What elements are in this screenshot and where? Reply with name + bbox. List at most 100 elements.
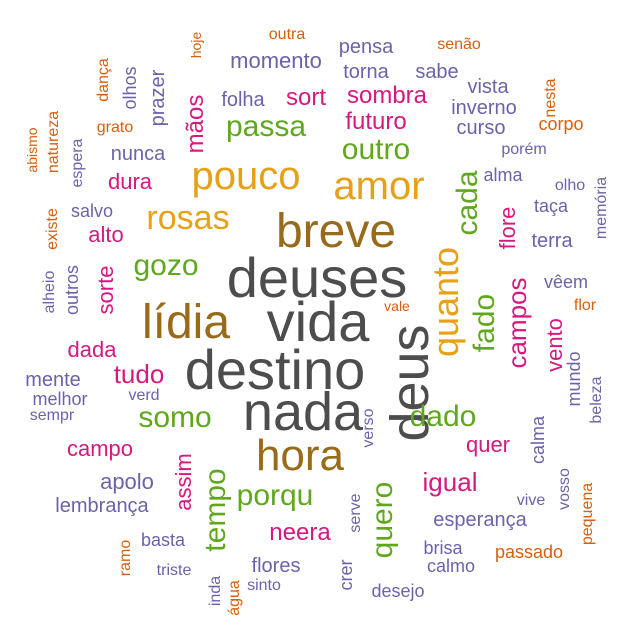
word: pensa bbox=[338, 36, 394, 58]
word: desejo bbox=[371, 581, 425, 601]
word: melhor bbox=[32, 389, 88, 409]
word: hoje bbox=[188, 31, 204, 59]
word: flores bbox=[251, 555, 301, 577]
word: dança bbox=[95, 58, 112, 102]
word: quanto bbox=[425, 246, 466, 358]
word: flor bbox=[573, 297, 597, 314]
word: vento bbox=[542, 318, 567, 372]
word: destino bbox=[184, 338, 366, 401]
word: outros bbox=[62, 264, 82, 316]
word: sempr bbox=[29, 407, 75, 424]
word: assim bbox=[171, 453, 196, 511]
word: vida bbox=[266, 290, 370, 353]
word: campo bbox=[66, 436, 134, 461]
word: inda bbox=[207, 575, 224, 607]
word: inverno bbox=[451, 97, 517, 119]
word: momento bbox=[230, 48, 322, 73]
word: quero bbox=[366, 481, 399, 559]
word: verd bbox=[128, 387, 160, 404]
word: campos bbox=[502, 277, 532, 369]
word: prazer bbox=[147, 69, 169, 127]
word: torna bbox=[343, 61, 389, 83]
word: dura bbox=[107, 169, 153, 194]
word: pouco bbox=[191, 154, 301, 198]
word: rosas bbox=[146, 199, 230, 237]
word: vista bbox=[467, 76, 509, 98]
word: flore bbox=[495, 206, 520, 250]
word: vive bbox=[516, 492, 546, 509]
word: outro bbox=[341, 133, 411, 166]
word: olho bbox=[554, 177, 586, 194]
word: cada bbox=[451, 170, 484, 236]
word: abismo bbox=[24, 127, 40, 173]
word: passa bbox=[225, 110, 307, 143]
word: sabe bbox=[415, 61, 459, 83]
word: igual bbox=[422, 467, 478, 497]
word: corpo bbox=[538, 114, 584, 134]
word: deuses bbox=[226, 246, 408, 309]
word: água bbox=[226, 580, 243, 616]
word: somo bbox=[138, 401, 212, 434]
word: verso bbox=[360, 408, 377, 448]
word: basta bbox=[140, 530, 186, 550]
word: ramo bbox=[117, 539, 134, 577]
word: lídia bbox=[141, 296, 231, 349]
word: brisa bbox=[423, 538, 463, 558]
word: crer bbox=[336, 559, 356, 591]
word: lembrança bbox=[55, 495, 149, 517]
word: grato bbox=[96, 119, 134, 136]
word: alheio bbox=[41, 270, 58, 314]
word: mundo bbox=[564, 351, 584, 407]
word: tudo bbox=[113, 359, 165, 389]
word: sorte bbox=[93, 265, 118, 315]
word: memória bbox=[593, 176, 610, 240]
word: outra bbox=[268, 26, 306, 43]
word: neera bbox=[269, 519, 331, 546]
word: dado bbox=[409, 400, 477, 433]
word: nada bbox=[242, 382, 364, 442]
word: calma bbox=[528, 415, 548, 465]
word: sort bbox=[285, 84, 327, 111]
word: dada bbox=[67, 337, 117, 362]
word: breve bbox=[275, 205, 397, 258]
word: alto bbox=[88, 222, 124, 247]
word: quer bbox=[465, 432, 511, 457]
word: sinto bbox=[247, 577, 281, 594]
word: curso bbox=[456, 117, 506, 139]
word: sombra bbox=[346, 82, 428, 109]
word: espera bbox=[69, 138, 86, 188]
word: salvo bbox=[70, 201, 114, 221]
word: hora bbox=[255, 431, 345, 480]
word: beleza bbox=[588, 376, 605, 424]
word: esperança bbox=[433, 509, 527, 531]
word: natureza bbox=[45, 110, 62, 174]
word: vosso bbox=[556, 468, 573, 510]
word: folha bbox=[221, 89, 265, 111]
word: nesta bbox=[542, 78, 559, 118]
word: gozo bbox=[133, 249, 199, 282]
word: amor bbox=[333, 164, 425, 208]
word: olhos bbox=[120, 66, 140, 110]
word: pequena bbox=[579, 482, 596, 546]
word: serve bbox=[347, 493, 364, 533]
word: passado bbox=[494, 542, 564, 562]
word: fado bbox=[468, 293, 501, 353]
word: tempo bbox=[199, 468, 232, 552]
word: senão bbox=[437, 36, 481, 53]
word: futuro bbox=[345, 108, 407, 135]
word: vale bbox=[384, 298, 410, 314]
word: apolo bbox=[100, 469, 154, 494]
word: porém bbox=[501, 141, 547, 158]
word: alma bbox=[483, 165, 523, 185]
word: vêem bbox=[543, 272, 589, 292]
word: mãos bbox=[182, 94, 209, 154]
word: terra bbox=[531, 230, 573, 252]
word: existe bbox=[44, 208, 61, 250]
word: taça bbox=[533, 196, 569, 216]
word: calmo bbox=[426, 556, 476, 576]
word: nunca bbox=[110, 143, 166, 165]
word: porqu bbox=[236, 479, 314, 512]
word: triste bbox=[156, 562, 192, 579]
word: mente bbox=[25, 369, 81, 391]
